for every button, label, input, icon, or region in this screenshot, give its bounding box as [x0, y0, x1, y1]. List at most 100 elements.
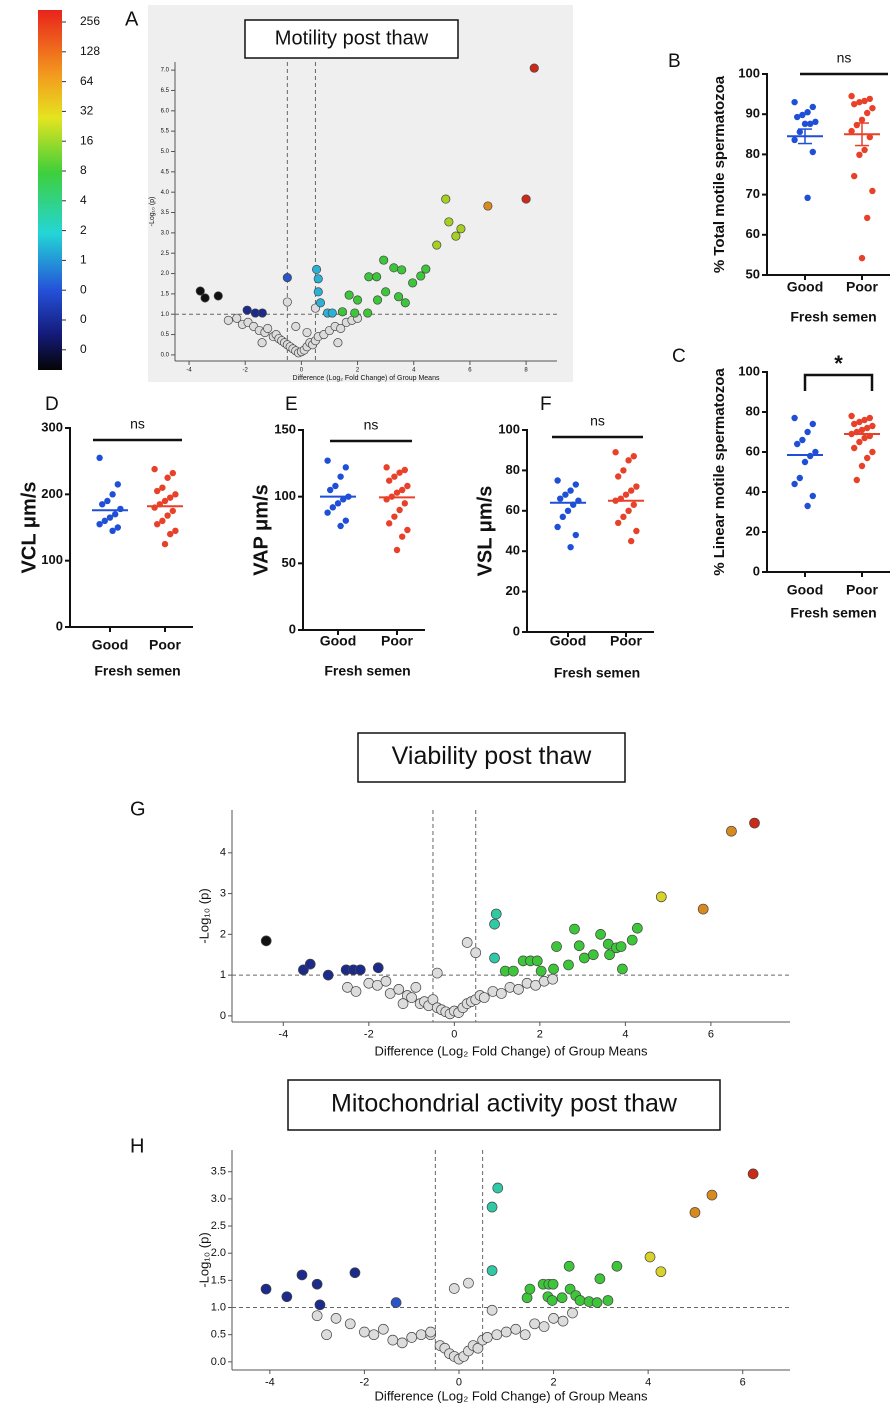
- y-axis-label: % Linear motile spermatozoa: [711, 368, 728, 576]
- y-tick-label: 50: [746, 266, 760, 281]
- significance-label: ns: [590, 413, 605, 429]
- x-axis-label: Fresh semen: [790, 309, 876, 325]
- point: [569, 923, 580, 935]
- point: [383, 464, 390, 471]
- point: [794, 440, 801, 448]
- point: [622, 491, 630, 498]
- y-axis-label: -Log₁₀ (p): [196, 888, 211, 943]
- y-tick-label: 3.0: [161, 230, 170, 236]
- point: [342, 981, 353, 993]
- point: [349, 1267, 361, 1279]
- point: [491, 1329, 503, 1341]
- point: [109, 491, 116, 498]
- y-tick-label: 200: [41, 486, 63, 501]
- point: [404, 526, 411, 534]
- point: [393, 984, 405, 995]
- x-tick-label: Poor: [149, 637, 181, 653]
- point: [322, 969, 334, 981]
- point: [858, 254, 866, 262]
- colorbar-label: 0: [80, 282, 87, 296]
- point: [393, 489, 401, 496]
- colorbar-label: 0: [80, 342, 87, 356]
- y-tick-label: 6.0: [161, 108, 170, 114]
- point: [330, 1313, 342, 1324]
- y-axis-label: -Log₁₀ (p): [196, 1232, 211, 1287]
- chart-title: Mitochondrial activity post thaw: [331, 1090, 678, 1118]
- point: [396, 1337, 408, 1349]
- point: [726, 825, 737, 837]
- y-tick-label: 1.0: [211, 1301, 226, 1313]
- point: [851, 420, 858, 428]
- point: [587, 949, 599, 961]
- x-tick-label: Good: [550, 633, 587, 649]
- point: [538, 1321, 550, 1332]
- point: [324, 457, 331, 464]
- significance-label: ns: [837, 50, 852, 66]
- panel-letter: E: [285, 394, 298, 415]
- panel-letter: A: [125, 8, 139, 30]
- y-tick-label: 100: [274, 488, 296, 503]
- point: [625, 507, 632, 514]
- point: [796, 128, 803, 136]
- point: [397, 265, 407, 275]
- x-tick-label: 4: [622, 1029, 628, 1041]
- y-tick-label: 2.5: [211, 1220, 226, 1232]
- point: [302, 327, 312, 338]
- colorbar-label: 1: [80, 253, 87, 267]
- point: [386, 520, 393, 527]
- y-tick-label: 20: [506, 583, 520, 598]
- point: [869, 448, 876, 456]
- point: [791, 414, 798, 422]
- point: [633, 527, 640, 535]
- point: [344, 290, 354, 300]
- point: [406, 992, 417, 1003]
- point: [492, 1182, 504, 1194]
- x-tick-label: 2: [537, 1029, 543, 1041]
- point: [391, 473, 398, 480]
- point: [804, 194, 811, 202]
- x-tick-label: 2: [550, 1377, 556, 1389]
- y-tick-label: 3: [220, 887, 226, 899]
- colorbar-label: 256: [80, 14, 100, 28]
- panel-letter: H: [130, 1135, 144, 1157]
- point: [232, 313, 242, 323]
- point: [263, 323, 273, 334]
- point: [612, 449, 619, 456]
- point: [260, 935, 272, 947]
- point: [99, 501, 106, 508]
- point: [410, 981, 422, 993]
- point: [858, 426, 866, 434]
- y-tick-label: 2: [220, 928, 226, 940]
- y-tick-label: 100: [41, 552, 63, 567]
- point: [377, 1323, 389, 1335]
- y-tick-label: 80: [746, 146, 760, 161]
- colorbar-label: 16: [80, 133, 94, 147]
- point: [563, 1260, 575, 1272]
- y-tick-label: 80: [746, 403, 760, 418]
- point: [547, 973, 559, 985]
- point: [242, 305, 252, 315]
- point: [448, 1283, 460, 1294]
- y-axis-label: -Log₁₀ (p): [149, 197, 156, 227]
- x-tick-label: -4: [186, 367, 192, 373]
- point: [567, 543, 574, 551]
- y-tick-label: 3.5: [211, 1166, 226, 1178]
- point: [851, 444, 858, 452]
- point: [372, 295, 383, 305]
- y-tick-label: 100: [738, 65, 760, 80]
- point: [336, 323, 346, 334]
- point: [313, 274, 323, 284]
- point: [400, 298, 410, 308]
- point: [804, 428, 811, 436]
- chart-title: Motility post thaw: [275, 27, 429, 49]
- point: [364, 272, 374, 282]
- point: [344, 1318, 356, 1330]
- point: [381, 287, 391, 297]
- point: [500, 1326, 512, 1338]
- point: [313, 287, 323, 297]
- point: [848, 127, 855, 135]
- point: [791, 98, 798, 106]
- point: [353, 295, 363, 305]
- y-tick-label: 80: [506, 462, 520, 477]
- point: [809, 492, 816, 500]
